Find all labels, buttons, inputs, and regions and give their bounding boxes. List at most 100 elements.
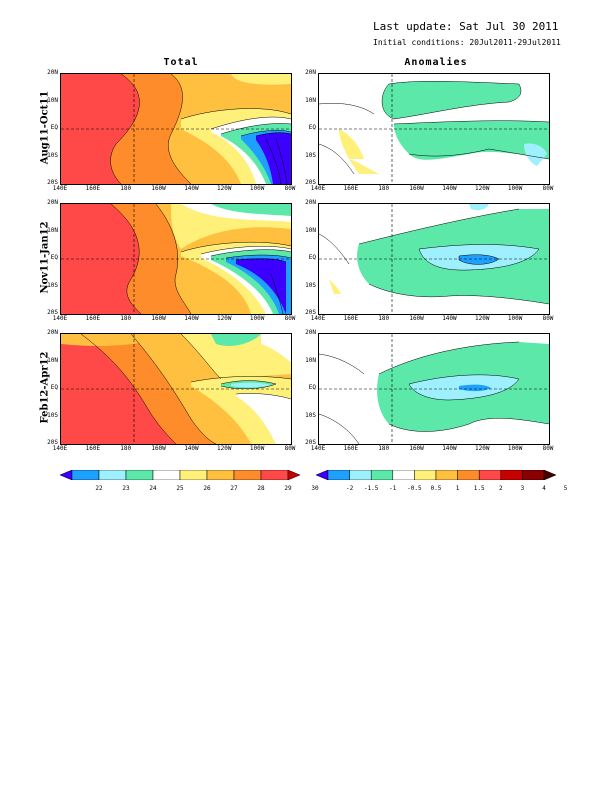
lat-tick-label: 20N [305,199,316,206]
lat-tick-label: 10N [305,356,316,364]
lon-tick-label: 140W [184,185,199,192]
lat-tick-label: 10S [305,151,316,159]
colorbar-tick-label: 5 [563,485,568,492]
lon-tick-label: 120W [475,315,490,322]
lat-tick-label: 10S [47,411,58,419]
colorbar-segment [59,469,73,481]
lat-tick-label: 10S [47,281,58,289]
colorbar-tick-label: 24 [149,485,157,492]
lat-tick-label: EQ [308,124,316,131]
lat-tick-label: 10N [47,96,58,104]
colorbar-tick-label: 26 [203,485,211,492]
colorbar-tick-label: 28 [257,485,265,492]
lat-tick-label: 20N [47,69,58,76]
lon-tick-label: 140E [310,185,326,192]
lat-tick-label: 20N [305,69,316,76]
colorbar-segment [543,469,557,481]
colorbar-tick-label: 1.5 [473,485,485,492]
colorbar-segment [152,469,181,481]
colorbar-tick-label: 1 [455,485,460,492]
colorbar-tick-label: 2 [498,485,503,492]
initial-conditions-text: Initial conditions: 20Jul2011-29Jul2011 [373,38,561,47]
colorbar-segment [522,469,545,481]
map-anomalies-nov-jan [318,203,550,315]
lon-tick-label: 140E [52,445,68,452]
lon-tick-label: 80W [542,315,554,322]
lon-tick-label: 160E [343,315,359,322]
colorbar-tick-label: 22 [95,485,103,492]
lon-tick-label: 140E [52,315,68,322]
lat-tick-label: 10N [305,226,316,234]
colorbar-segment [370,469,394,481]
column-title-total: Total [163,57,199,68]
lat-tick-label: 10N [47,356,58,364]
column-title-anomalies: Anomalies [404,57,468,68]
lon-tick-label: 100W [249,445,265,452]
colorbar-segment [71,469,100,481]
colorbar-anomalies-bar [315,469,557,481]
lon-tick-label: 180 [120,185,132,192]
lon-tick-label: 180 [378,185,390,192]
colorbar-tick-label: -1.5 [363,485,379,492]
lon-tick-label: 160E [343,445,359,452]
lon-tick-label: 140W [442,445,457,452]
lon-tick-label: 140W [184,445,199,452]
lat-tick-label: 20S [305,309,316,316]
colorbar-segment [260,469,289,481]
lat-tick-label: EQ [50,254,58,261]
lat-tick-label: 20S [47,179,58,186]
colorbar-tick-label: 30 [311,485,319,492]
lat-tick-label: 10N [47,226,58,234]
lon-tick-label: 160W [409,445,424,452]
lon-tick-label: 160E [343,185,359,192]
map-total-aug-oct [60,73,292,185]
colorbar-segment [392,469,415,481]
lon-tick-label: 160W [409,315,424,322]
colorbar-segment [500,469,523,481]
lat-tick-label: EQ [50,384,58,391]
colorbar-segment [457,469,480,481]
colorbar-tick-label: 3 [520,485,525,492]
lat-tick-label: 10N [305,96,316,104]
lat-tick-label: 10S [305,281,316,289]
lat-tick-label: 10S [305,411,316,419]
colorbar-segment [98,469,127,481]
lon-tick-label: 120W [217,315,232,322]
lon-tick-label: 140E [52,185,68,192]
lon-tick-label: 140W [442,185,457,192]
lat-tick-label: EQ [50,124,58,131]
lat-tick-label: 20S [305,179,316,186]
colorbar-total: 22 23 24 25 26 27 28 29 30 [59,465,319,492]
lat-tick-label: EQ [308,254,316,261]
colorbar-tick-label: -2 [345,485,354,492]
lat-tick-label: 20S [305,439,316,446]
colorbar-tick-label: 0.5 [430,485,442,492]
lon-tick-label: 100W [507,315,523,322]
lon-tick-label: 80W [284,315,296,322]
lon-tick-label: 140E [310,445,326,452]
lon-tick-label: 180 [120,445,132,452]
lon-tick-label: 180 [120,315,132,322]
lon-tick-label: 100W [249,315,265,322]
lat-tick-label: 20S [47,309,58,316]
colorbar-segment [349,469,372,481]
colorbar-segment [478,469,502,481]
lon-tick-label: 80W [284,185,296,192]
map-total-nov-jan [60,203,292,315]
lon-tick-label: 120W [475,185,490,192]
lon-tick-label: 160W [151,315,166,322]
last-update-text: Last update: Sat Jul 30 2011 [373,20,559,33]
lon-tick-label: 160E [85,185,101,192]
lon-tick-label: 160E [85,445,101,452]
colorbar-segment [125,469,154,481]
colorbar-tick-label: -0.5 [407,485,422,492]
lon-tick-label: 160W [151,445,166,452]
lon-tick-label: 140W [442,315,457,322]
colorbar-segment [179,469,208,481]
lon-tick-label: 180 [378,445,390,452]
map-anomalies-feb-apr [318,333,550,445]
lon-tick-label: 140W [184,315,199,322]
colorbar-tick-label: 23 [122,485,130,492]
lat-tick-label: 20N [47,329,58,336]
colorbar-segment [206,469,235,481]
